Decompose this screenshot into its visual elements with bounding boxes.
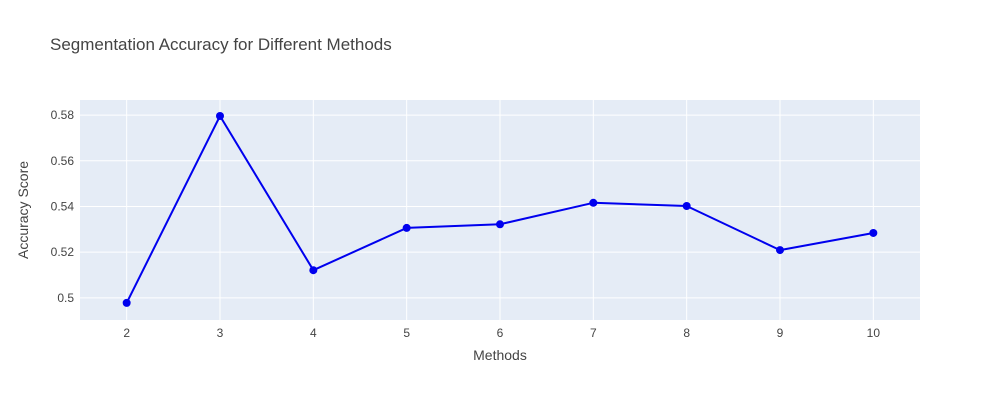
- data-point[interactable]: [122, 298, 131, 307]
- x-tick-label: 3: [217, 326, 224, 340]
- data-point[interactable]: [589, 198, 598, 207]
- data-point[interactable]: [776, 246, 784, 255]
- data-point[interactable]: [216, 111, 224, 120]
- x-tick-label: 6: [497, 326, 504, 340]
- x-tick-label: 7: [590, 326, 597, 340]
- data-point[interactable]: [869, 228, 878, 237]
- x-axis-title: Methods: [473, 347, 527, 363]
- x-gridlines: [126, 100, 874, 320]
- x-tick-label: 4: [310, 326, 317, 340]
- series-group: [122, 111, 878, 307]
- data-point[interactable]: [682, 202, 691, 211]
- y-tick-label: 0.5: [57, 291, 74, 305]
- x-tick-label: 2: [123, 326, 130, 340]
- y-tick-label: 0.56: [51, 154, 75, 168]
- data-point[interactable]: [309, 266, 318, 275]
- y-axis-title: Accuracy Score: [15, 161, 31, 259]
- y-tick-label: 0.54: [51, 199, 75, 213]
- data-point[interactable]: [402, 223, 411, 232]
- y-tick-label: 0.52: [51, 245, 75, 259]
- chart-title: Segmentation Accuracy for Different Meth…: [50, 35, 392, 54]
- x-tick-label: 5: [403, 326, 410, 340]
- data-point[interactable]: [496, 220, 504, 229]
- y-tick-labels: 0.5 0.52 0.54 0.56 0.58: [51, 108, 75, 305]
- x-tick-label: 8: [683, 326, 690, 340]
- x-tick-label: 10: [867, 326, 881, 340]
- y-tick-label: 0.58: [51, 108, 75, 122]
- x-tick-label: 9: [777, 326, 784, 340]
- x-tick-labels: 2 3 4 5 6 7 8 9 10: [123, 326, 880, 340]
